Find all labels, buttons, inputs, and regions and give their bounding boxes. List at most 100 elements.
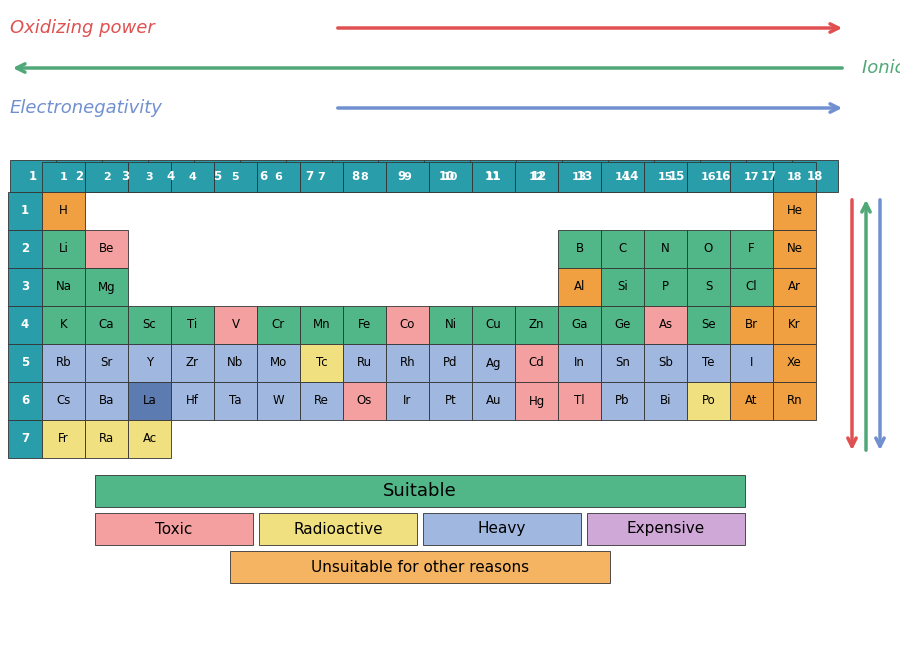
Bar <box>300 344 343 382</box>
Bar <box>773 162 816 192</box>
Bar <box>746 160 792 192</box>
Text: 2: 2 <box>75 169 83 183</box>
Bar <box>773 344 816 382</box>
Bar <box>343 382 386 420</box>
Text: F: F <box>748 242 755 256</box>
Text: Nb: Nb <box>228 357 244 370</box>
Bar <box>730 162 773 192</box>
Text: Y: Y <box>146 357 153 370</box>
Text: Sc: Sc <box>142 318 157 331</box>
Text: Si: Si <box>617 280 628 293</box>
Text: Ni: Ni <box>445 318 456 331</box>
Text: 9: 9 <box>403 172 411 182</box>
Text: 18: 18 <box>787 172 802 182</box>
Bar <box>386 306 429 344</box>
Bar <box>8 268 42 306</box>
Text: 1: 1 <box>21 205 29 218</box>
Bar <box>171 382 214 420</box>
Bar <box>171 162 214 192</box>
Bar <box>257 306 300 344</box>
Bar <box>128 344 171 382</box>
Text: H: H <box>59 205 68 218</box>
Text: Ge: Ge <box>615 318 631 331</box>
Text: Te: Te <box>702 357 715 370</box>
Bar <box>214 382 257 420</box>
Text: Xe: Xe <box>788 357 802 370</box>
Text: 3: 3 <box>21 280 29 293</box>
Text: Na: Na <box>56 280 71 293</box>
Text: Pt: Pt <box>445 395 456 408</box>
Bar <box>194 160 240 192</box>
Bar <box>700 160 746 192</box>
Bar <box>423 513 581 545</box>
Bar <box>687 344 730 382</box>
Bar <box>95 513 253 545</box>
Text: Cr: Cr <box>272 318 285 331</box>
Bar <box>654 160 700 192</box>
Text: 15: 15 <box>669 169 685 183</box>
Bar <box>343 162 386 192</box>
Bar <box>558 230 601 268</box>
Text: Mn: Mn <box>312 318 330 331</box>
Text: Zn: Zn <box>529 318 544 331</box>
Text: Ga: Ga <box>572 318 588 331</box>
Text: Cd: Cd <box>528 357 544 370</box>
Text: N: N <box>662 242 670 256</box>
Bar <box>470 160 516 192</box>
Text: Be: Be <box>99 242 114 256</box>
Text: Zr: Zr <box>186 357 199 370</box>
Text: 7: 7 <box>21 433 29 446</box>
Text: Bi: Bi <box>660 395 671 408</box>
Text: 6: 6 <box>21 395 29 408</box>
Text: 13: 13 <box>577 169 593 183</box>
Bar <box>102 160 148 192</box>
Text: Kr: Kr <box>788 318 801 331</box>
Text: 14: 14 <box>623 169 639 183</box>
Text: Ionic radii: Ionic radii <box>862 59 900 77</box>
Text: 8: 8 <box>361 172 368 182</box>
Text: Cs: Cs <box>57 395 71 408</box>
Bar <box>515 382 558 420</box>
Text: 17: 17 <box>760 169 777 183</box>
Text: Li: Li <box>58 242 68 256</box>
Bar <box>386 162 429 192</box>
Text: Mo: Mo <box>270 357 287 370</box>
Text: 18: 18 <box>806 169 824 183</box>
Text: 6: 6 <box>274 172 283 182</box>
Text: La: La <box>142 395 157 408</box>
Text: Cu: Cu <box>486 318 501 331</box>
Text: 12: 12 <box>529 172 544 182</box>
Bar <box>429 162 472 192</box>
Bar <box>42 306 85 344</box>
Text: 5: 5 <box>21 357 29 370</box>
Bar <box>558 306 601 344</box>
Text: 13: 13 <box>572 172 587 182</box>
Text: 4: 4 <box>21 318 29 331</box>
Bar <box>472 162 515 192</box>
Text: 1: 1 <box>59 172 68 182</box>
Text: 7: 7 <box>318 172 326 182</box>
Bar <box>259 513 417 545</box>
Bar <box>601 306 644 344</box>
Text: Suitable: Suitable <box>383 482 457 500</box>
Text: Rn: Rn <box>787 395 802 408</box>
Bar <box>128 162 171 192</box>
Text: Pb: Pb <box>616 395 630 408</box>
Bar <box>562 160 608 192</box>
Text: Hg: Hg <box>528 395 544 408</box>
Bar <box>42 344 85 382</box>
Text: Ra: Ra <box>99 433 114 446</box>
Bar <box>558 162 601 192</box>
Bar <box>257 344 300 382</box>
Bar <box>587 513 745 545</box>
Bar <box>128 382 171 420</box>
Text: 5: 5 <box>213 169 221 183</box>
Bar <box>730 344 773 382</box>
Bar <box>300 306 343 344</box>
Text: Heavy: Heavy <box>478 521 526 536</box>
Bar <box>300 382 343 420</box>
Text: 2: 2 <box>103 172 111 182</box>
Text: 11: 11 <box>486 172 501 182</box>
Text: Oxidizing power: Oxidizing power <box>10 19 155 37</box>
Bar <box>472 382 515 420</box>
